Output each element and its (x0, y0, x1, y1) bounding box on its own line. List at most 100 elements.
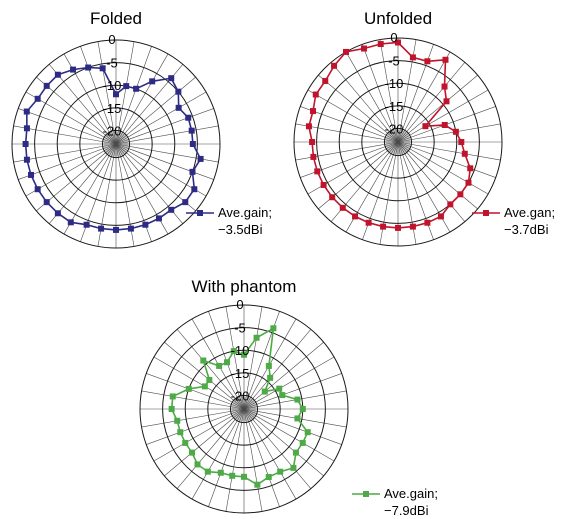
polar-spoke (115, 41, 135, 145)
polar-spoke (243, 306, 263, 410)
polar-ring (79, 107, 153, 181)
data-point (204, 468, 211, 475)
polar-spoke (115, 125, 219, 145)
polar-spoke (25, 143, 117, 197)
data-point (424, 219, 431, 226)
data-point (189, 168, 196, 175)
polar-spoke (115, 143, 207, 197)
data-point (310, 153, 317, 160)
polar-spoke (397, 141, 466, 222)
data-point (155, 215, 162, 222)
polar-ring (316, 60, 480, 224)
data-point (441, 83, 448, 90)
data-point (230, 348, 237, 355)
r-tick-label: -5 (234, 321, 246, 336)
data-point (261, 388, 268, 395)
legend-marker (483, 210, 489, 216)
polar-spoke (115, 46, 152, 145)
data-point (457, 191, 464, 198)
polar-spoke (153, 408, 245, 462)
polar-spoke (243, 408, 297, 500)
polar-spoke (146, 408, 245, 445)
data-point (34, 186, 41, 193)
data-point (377, 41, 384, 48)
polar-spoke (397, 141, 478, 210)
polar-spoke (153, 356, 245, 410)
polar-spoke (243, 341, 324, 410)
data-point (168, 206, 175, 213)
data-point (175, 104, 182, 111)
polar-spoke (397, 51, 451, 143)
data-point (270, 325, 277, 332)
data-point (169, 393, 176, 400)
data-point (294, 396, 301, 403)
polar-spoke (97, 41, 117, 145)
polar-ring (162, 327, 326, 491)
legend-marker (363, 491, 369, 497)
data-point (314, 168, 321, 175)
polar-ring (101, 129, 131, 159)
legend-label: Ave.gain; (218, 205, 272, 220)
polar-spoke (13, 125, 117, 145)
data-point (28, 171, 35, 178)
data-point (113, 226, 119, 233)
data-point (279, 392, 286, 399)
data-point (216, 362, 223, 369)
polar-spoke (243, 356, 335, 410)
r-tick-label: -10 (385, 76, 404, 91)
r-tick-label: 0 (390, 30, 397, 45)
data-point (331, 62, 338, 69)
polar-ring (56, 84, 176, 204)
polar-spoke (18, 143, 117, 180)
data-point (365, 219, 372, 226)
data-point (312, 91, 319, 98)
polar-spoke (300, 106, 399, 143)
data-point (67, 219, 74, 226)
polar-spoke (318, 74, 399, 143)
data-point (309, 139, 316, 145)
data-point (99, 65, 106, 72)
data-point (461, 150, 468, 157)
polar-spoke (115, 91, 207, 145)
data-point (229, 472, 236, 479)
data-point (182, 199, 189, 206)
data-point (54, 71, 61, 78)
polar-chart-3: 0 -5 -10 -15 -20 With phantom Ave.gain; −7.9dBi (139, 277, 438, 518)
polar-spoke (295, 123, 399, 143)
data-point (409, 223, 416, 230)
polar-spoke (397, 62, 466, 143)
data-point (452, 128, 459, 135)
data-point (185, 385, 192, 392)
data-point (43, 82, 50, 89)
data-point (304, 429, 311, 436)
r-tick-label: 0 (236, 297, 243, 312)
data-point (127, 225, 134, 232)
data-point (299, 439, 306, 446)
polar-spoke (397, 141, 496, 178)
polar-spoke (243, 408, 280, 507)
polar-spoke (18, 108, 117, 145)
data-point (305, 123, 312, 130)
data-point (168, 406, 175, 412)
polar-ring (383, 127, 413, 157)
data-point (34, 95, 41, 102)
r-tick-label: 0 (108, 32, 115, 47)
data-point (206, 376, 213, 383)
data-point (437, 213, 444, 220)
polar-chart-2: 0 -5 -10 -15 -20 Unfolded Ave.gan; −3.7dBi (293, 9, 555, 247)
polar-spoke (141, 408, 245, 428)
data-point (322, 77, 329, 84)
data-point (277, 468, 284, 475)
polar-spoke (307, 89, 399, 143)
data-point (241, 473, 247, 480)
r-tick-label: -15 (385, 99, 404, 114)
data-point (188, 127, 195, 134)
polar-ring (207, 372, 281, 446)
polar-spoke (243, 408, 312, 489)
data-point (177, 429, 184, 436)
data-point (194, 461, 201, 468)
polar-spoke (176, 408, 245, 489)
legend: Ave.gan; −3.7dBi (472, 205, 555, 237)
data-point (70, 66, 77, 73)
polar-spoke (397, 74, 478, 143)
